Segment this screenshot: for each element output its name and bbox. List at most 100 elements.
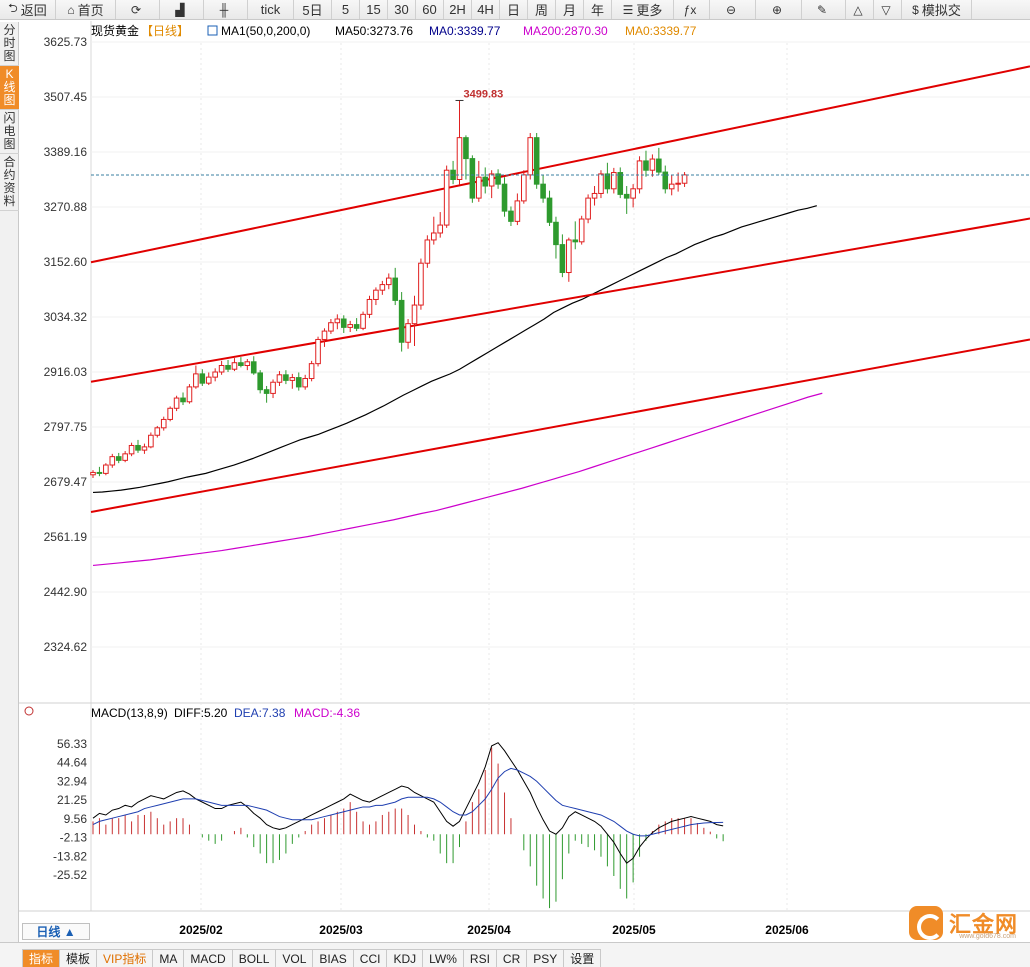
toolbar-m5-button[interactable]: 5 xyxy=(332,0,360,19)
candle-down xyxy=(135,444,141,451)
indicator-tab-rsi[interactable]: RSI xyxy=(462,949,497,967)
chart-area[interactable]: 3625.73 3507.45 3389.16 3270.88 3152.60 3034.… xyxy=(19,21,1030,942)
macd-header: MACD(13,8,9) xyxy=(91,706,168,720)
toolbar-candles-button[interactable]: ╫ xyxy=(204,0,248,19)
indicator-tab-boll[interactable]: BOLL xyxy=(231,949,277,967)
candle-down xyxy=(225,365,231,370)
refresh-icon: ⟳ xyxy=(130,2,142,17)
candle-up xyxy=(514,200,521,222)
indicator-tab-kdj[interactable]: KDJ xyxy=(386,949,424,967)
ma-legend-item: MA50:3273.76 xyxy=(335,24,413,38)
toolbar-home-button[interactable]: ⌂ 首页 xyxy=(56,0,116,19)
kline-chart[interactable]: 3625.73 3507.45 3389.16 3270.88 3152.60 3034.… xyxy=(19,21,1030,942)
ma200-line xyxy=(92,392,823,567)
toolbar-zoomin-button[interactable]: ⊕ xyxy=(756,0,802,19)
toolbar-down-button[interactable]: ▽ xyxy=(874,0,902,19)
toolbar-d5-button[interactable]: 5日 xyxy=(294,0,332,19)
side-tab-0[interactable]: 分时图 xyxy=(0,22,19,66)
toolbar-day-button[interactable]: 日 xyxy=(500,0,528,19)
menu-icon: ☰ xyxy=(622,2,634,17)
side-tab-3[interactable]: 合约资料 xyxy=(0,154,19,211)
y-tick-label: 2679.47 xyxy=(44,475,88,489)
toolbar-label: 周 xyxy=(534,3,548,18)
candle-down xyxy=(180,397,186,403)
ma50-line xyxy=(92,205,817,494)
toolbar-m15-button[interactable]: 15 xyxy=(360,0,388,19)
toolbar-label: 年 xyxy=(590,3,604,18)
indicator-tab-ma[interactable]: MA xyxy=(152,949,185,967)
candle-up xyxy=(218,365,225,373)
candle-down xyxy=(392,277,399,301)
x-axis-label: 2025/03 xyxy=(319,923,363,937)
candle-down xyxy=(617,172,624,195)
candle-up xyxy=(456,137,463,181)
ma-legend-item: MA0:3339.77 xyxy=(625,24,697,38)
candle-up xyxy=(360,313,366,329)
toolbar-up-button[interactable]: △ xyxy=(846,0,874,19)
x-axis-label: 2025/02 xyxy=(179,923,223,937)
toolbar-label: 5 xyxy=(341,2,350,17)
candle-up xyxy=(167,407,173,420)
indicator-tab-模板[interactable]: 模板 xyxy=(59,949,98,967)
y-tick-label: 3034.32 xyxy=(44,310,88,324)
candle-up xyxy=(668,183,675,190)
candle-down xyxy=(623,193,630,199)
x-axis-label: 2025/06 xyxy=(765,923,809,937)
indicator-tab-设置[interactable]: 设置 xyxy=(563,949,602,967)
back-arrow-icon: ⮌ xyxy=(8,1,18,15)
indicator-tab-lw%[interactable]: LW% xyxy=(422,949,464,967)
trend-line-1 xyxy=(90,217,1030,383)
toolbar-month-button[interactable]: 月 xyxy=(556,0,584,19)
home-icon: ⌂ xyxy=(67,2,75,17)
y-tick-label: 2561.19 xyxy=(44,530,88,544)
macd-dea-label: DEA:7.38 xyxy=(234,706,286,720)
toolbar-back-button[interactable]: ⮌ 返回 xyxy=(0,0,56,19)
candle-down xyxy=(546,197,553,223)
toolbar-draw-button[interactable]: ✎ xyxy=(802,0,846,19)
triangle-down-icon: ▽ xyxy=(881,2,891,17)
macd-dea-line xyxy=(92,767,724,837)
candle-up xyxy=(611,172,617,190)
toolbar-kline-button[interactable]: ▟ xyxy=(160,0,204,19)
y-tick-label: 3389.16 xyxy=(44,145,88,159)
toolbar-tick-button[interactable]: tick xyxy=(248,0,294,19)
toolbar-label: 模拟交 xyxy=(921,3,961,18)
indicator-tab-cci[interactable]: CCI xyxy=(352,949,388,967)
x-axis-label: 2025/05 xyxy=(612,923,656,937)
toolbar-m30-button[interactable]: 30 xyxy=(388,0,416,19)
toolbar-week-button[interactable]: 周 xyxy=(528,0,556,19)
indicator-tab-vip指标[interactable]: VIP指标 xyxy=(96,949,154,967)
toolbar-more-button[interactable]: ☰ 更多 xyxy=(612,0,674,19)
toolbar-h2-button[interactable]: 2H xyxy=(444,0,472,19)
toolbar-h4-button[interactable]: 4H xyxy=(472,0,500,19)
candle-down xyxy=(263,389,270,394)
candle-down xyxy=(340,318,347,328)
toolbar-sim-button[interactable]: $ 模拟交 xyxy=(902,0,972,19)
zoom-in-icon: ⊕ xyxy=(771,2,783,17)
indicator-tab-psy[interactable]: PSY xyxy=(526,949,565,967)
toolbar-label: 4H xyxy=(477,2,494,17)
toolbar-year-button[interactable]: 年 xyxy=(584,0,612,19)
indicator-tab-cr[interactable]: CR xyxy=(495,949,528,967)
toolbar-refresh-button[interactable]: ⟳ xyxy=(116,0,160,19)
toolbar-fx-button[interactable]: ƒx xyxy=(674,0,710,19)
indicator-tab-vol[interactable]: VOL xyxy=(275,949,314,967)
indicator-tab-bias[interactable]: BIAS xyxy=(312,949,354,967)
indicator-tab-指标[interactable]: 指标 xyxy=(22,949,61,967)
toolbar-zoomout-button[interactable]: ⊖ xyxy=(710,0,756,19)
side-tab-2[interactable]: 闪电图 xyxy=(0,110,19,154)
candle-up xyxy=(630,188,636,199)
toolbar-m60-button[interactable]: 60 xyxy=(416,0,444,19)
candle-up xyxy=(231,362,238,370)
macd-settings-icon xyxy=(24,706,34,716)
toolbar-label: 日 xyxy=(506,3,520,18)
candle-down xyxy=(662,171,669,190)
indicator-tab-macd[interactable]: MACD xyxy=(183,949,233,967)
period-dropdown-button[interactable]: 日线 ▲ xyxy=(22,923,90,940)
candle-up xyxy=(373,289,379,300)
candle-up xyxy=(488,173,495,187)
macd-y-tick-label: 9.56 xyxy=(64,812,88,826)
toolbar-label: 15 xyxy=(366,2,381,17)
